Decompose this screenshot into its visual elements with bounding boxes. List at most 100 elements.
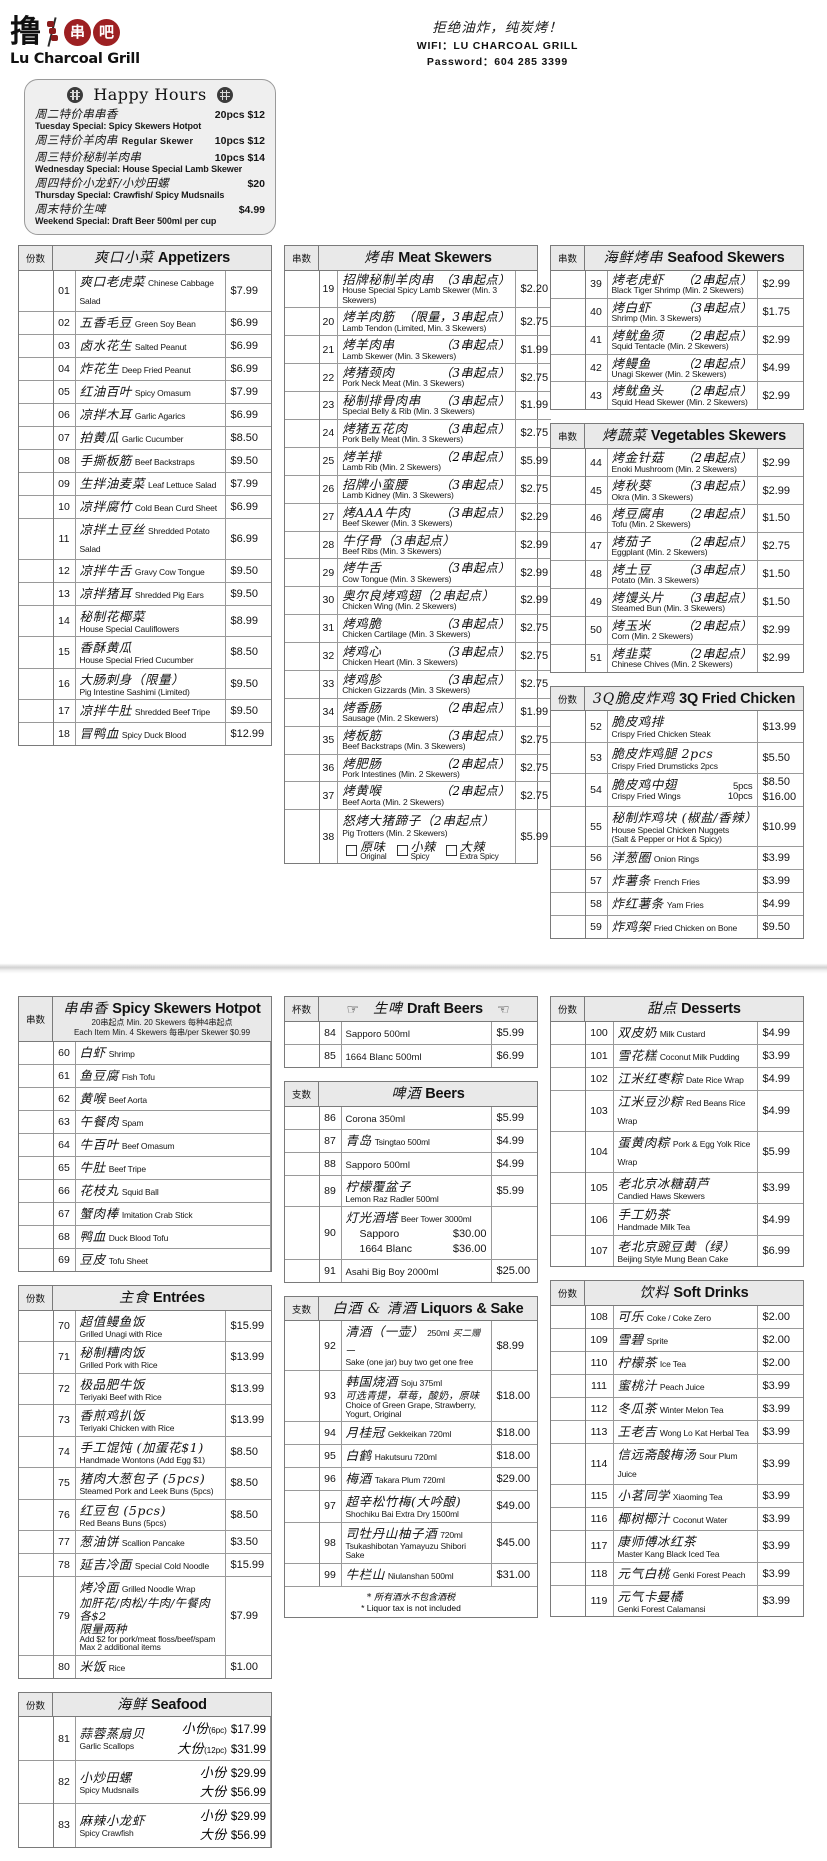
menu-item-row[interactable]: 98 司牡丹山柚子酒 720ml Tsukashibotan Yamayuzu Shi…: [285, 1521, 537, 1564]
qty-input-cell[interactable]: [285, 502, 320, 532]
menu-item-row[interactable]: 45 烤秋葵 （3串起点） Okra (Min. 3 Skewers) $2.99: [551, 476, 803, 505]
spice-option[interactable]: 小辣 Spicy: [396, 841, 436, 861]
menu-item-row[interactable]: 33 烤鸡胗 （3串起点） Chicken Gizzards (Min. 3 Skew…: [285, 669, 552, 699]
qty-input-cell[interactable]: [19, 333, 54, 358]
qty-input-cell[interactable]: [551, 1234, 586, 1267]
qty-input-cell[interactable]: [285, 446, 320, 476]
menu-item-row[interactable]: 88 Sapporo 500ml $4.99: [285, 1151, 537, 1175]
menu-item-row[interactable]: 64 牛百叶 Beef Omasum: [19, 1132, 271, 1157]
qty-input-cell[interactable]: [285, 1521, 320, 1564]
menu-item-row[interactable]: 104 蛋黄肉粽 Pork & Egg Yolk Rice Wrap $5.99: [551, 1130, 803, 1173]
qty-input-cell[interactable]: [19, 1132, 54, 1157]
menu-item-row[interactable]: 42 烤鳗鱼 （2串起点） Unagi Skewer (Min. 2 Skewers)…: [551, 353, 803, 382]
menu-item-row[interactable]: 17 凉拌牛肚 Shredded Beef Tripe $9.50: [19, 699, 271, 723]
menu-item-row[interactable]: 15 香酥黄瓜 House Special Fried Cucumber $8.50: [19, 636, 271, 669]
qty-input-cell[interactable]: [285, 641, 320, 671]
qty-input-cell[interactable]: [285, 474, 320, 504]
qty-input-cell[interactable]: [19, 722, 54, 746]
menu-item-row[interactable]: 117 康师傅冰红茶 Master Kang Black Iced Tea $3.99: [551, 1530, 803, 1563]
qty-input-cell[interactable]: [285, 753, 320, 782]
menu-item-row[interactable]: 05 红油百叶 Spicy Omasum $7.99: [19, 379, 271, 404]
qty-input-cell[interactable]: [551, 1443, 586, 1485]
menu-item-row[interactable]: 34 烤香肠 （2串起点） Sausage (Min. 2 Skewers) $1.99: [285, 697, 552, 727]
menu-item-row[interactable]: 67 蟹肉棒 Imitation Crab Stick: [19, 1201, 271, 1226]
qty-input-cell[interactable]: [285, 1444, 320, 1468]
qty-input-cell[interactable]: [285, 363, 320, 392]
menu-item-row[interactable]: 100 双皮奶 Milk Custard $4.99: [551, 1021, 803, 1045]
spice-option[interactable]: 原味 Original: [346, 841, 387, 861]
menu-item-row[interactable]: 59 炸鸡架 Fried Chicken on Bone $9.50: [551, 915, 803, 939]
menu-item-row[interactable]: 46 烤豆腐串 （2串起点） Tofu (Min. 2 Skewers) $1.50: [551, 504, 803, 533]
menu-item-row[interactable]: 24 烤猪五花肉 （3串起点） Pork Belly Meat (Min. 3 Ske…: [285, 418, 552, 448]
qty-input-cell[interactable]: [285, 1467, 320, 1491]
menu-item-row[interactable]: 47 烤茄子 （2串起点） Eggplant (Min. 2 Skewers) $2.7…: [551, 531, 803, 561]
menu-item-row[interactable]: 113 王老吉 Wong Lo Kat Herbal Tea $3.99: [551, 1420, 803, 1444]
menu-item-row[interactable]: 58 炸红薯条 Yam Fries $4.99: [551, 892, 803, 916]
menu-item-row[interactable]: 03 卤水花生 Salted Peanut $6.99: [19, 333, 271, 358]
menu-item-row[interactable]: 96 梅酒 Takara Plum 720ml $29.00: [285, 1467, 537, 1491]
menu-item-row[interactable]: 14 秘制花椰菜 House Special Cauliflowers $8.99: [19, 604, 271, 637]
qty-input-cell[interactable]: [285, 1151, 320, 1175]
menu-item-row[interactable]: 69 豆皮 Tofu Sheet: [19, 1247, 271, 1271]
qty-input-cell[interactable]: [551, 1089, 586, 1132]
menu-item-row[interactable]: 115 小茗同学 Xiaoming Tea $3.99: [551, 1484, 803, 1508]
menu-item-row[interactable]: 109 雪碧 Sprite $2.00: [551, 1328, 803, 1352]
menu-item-row[interactable]: 99 牛栏山 Niulanshan 500ml $31.00: [285, 1562, 537, 1586]
menu-item-row[interactable]: 52 脆皮鸡排 Crispy Fried Chicken Steak $13.99: [551, 711, 803, 743]
qty-input-cell[interactable]: [551, 1484, 586, 1508]
checkbox-icon[interactable]: [445, 845, 457, 857]
menu-item-row[interactable]: 57 炸薯条 French Fries $3.99: [551, 869, 803, 893]
menu-item-row[interactable]: 16 大肠刺身（限量） Pig Intestine Sashimi (Limited…: [19, 667, 271, 700]
menu-item-row[interactable]: 97 超辛松竹梅(大吟酿) Shochiku Bai Extra Dry 1500m…: [285, 1490, 537, 1523]
qty-input-cell[interactable]: [19, 1759, 54, 1804]
menu-item-row[interactable]: 21 烤羊肉串 （3串起点） Lamb Skewer (Min. 3 Skewers)…: [285, 335, 552, 364]
menu-item-row[interactable]: 41 烤鱿鱼须 （2串起点） Squid Tentacle (Min. 2 Skewe…: [551, 325, 803, 355]
checkbox-icon[interactable]: [346, 845, 358, 857]
qty-input-cell[interactable]: [19, 1155, 54, 1180]
qty-input-cell[interactable]: [551, 381, 586, 410]
menu-item-row[interactable]: 35 烤板筋 （3串起点） Beef Backstraps (Min. 3 Skewe…: [285, 725, 552, 755]
menu-item-row[interactable]: 07 拍黄瓜 Garlic Cucumber $8.50: [19, 425, 271, 450]
qty-input-cell[interactable]: [19, 1498, 54, 1531]
qty-input-cell[interactable]: [19, 1803, 54, 1847]
checkbox-icon[interactable]: [396, 845, 408, 857]
menu-item-row[interactable]: 70 超值鳗鱼饭 Grilled Unagi with Rice $15.99: [19, 1310, 271, 1342]
qty-input-cell[interactable]: [19, 636, 54, 669]
menu-item-row[interactable]: 49 烤馒头片 （3串起点） Steamed Bun (Min. 3 Skewers)…: [551, 587, 803, 617]
menu-item-row[interactable]: 55 秘制炸鸡块 (椒盐/香辣） House Special Chicken Nug…: [551, 806, 803, 847]
menu-item-row[interactable]: 10 凉拌腐竹 Cold Bean Curd Sheet $6.99: [19, 494, 271, 519]
qty-input-cell[interactable]: [285, 1206, 320, 1260]
menu-item-row[interactable]: 79 烤冷面 Grilled Noodle Wrap 加肝花/肉松/牛肉/午餐肉各$2…: [19, 1576, 271, 1656]
qty-input-cell[interactable]: [19, 1041, 54, 1065]
qty-input-cell[interactable]: [19, 270, 54, 312]
menu-item-row[interactable]: 116 椰树椰汁 Coconut Water $3.99: [551, 1507, 803, 1531]
menu-item-row[interactable]: 53 脆皮炸鸡腿 2pcs Crispy Fried Drumsticks 2pcs…: [551, 741, 803, 774]
menu-item-row[interactable]: 80 米饭 Rice $1.00: [19, 1654, 271, 1678]
qty-input-cell[interactable]: [285, 1128, 320, 1152]
qty-input-cell[interactable]: [19, 1201, 54, 1226]
menu-item-row[interactable]: 84 Sapporo 500ml $5.99: [285, 1021, 537, 1045]
qty-input-cell[interactable]: [285, 1021, 320, 1045]
qty-input-cell[interactable]: [19, 1063, 54, 1088]
menu-item-row[interactable]: 48 烤土豆 （3串起点） Potato (Min. 3 Skewers) $1.50: [551, 559, 803, 589]
qty-input-cell[interactable]: [551, 1351, 586, 1375]
qty-input-cell[interactable]: [551, 1306, 586, 1329]
menu-item-row[interactable]: 29 烤牛舌 （3串起点） Cow Tongue (Min. 3 Skewers) $2…: [285, 558, 552, 587]
qty-input-cell[interactable]: [551, 773, 586, 807]
menu-item-row[interactable]: 04 炸花生 Deep Fried Peanut $6.99: [19, 356, 271, 381]
qty-input-cell[interactable]: [19, 1372, 54, 1405]
qty-input-cell[interactable]: [551, 587, 586, 617]
menu-item-row[interactable]: 75 猪肉大葱包子 (5pcs) Steamed Pork and Leek Bun…: [19, 1467, 271, 1500]
menu-item-row[interactable]: 71 秘制糟肉饭 Grilled Pork with Rice $13.99: [19, 1341, 271, 1374]
menu-item-row[interactable]: 86 Corona 350ml $5.99: [285, 1106, 537, 1129]
menu-item-row[interactable]: 11 凉拌土豆丝 Shredded Potato Salad $6.99: [19, 517, 271, 560]
qty-input-cell[interactable]: [285, 1421, 320, 1445]
menu-item-row[interactable]: 27 烤AAA牛肉 （3串起点） Beef Skewer (Min. 3 Skewer…: [285, 502, 552, 532]
menu-item-row[interactable]: 18 冒鸭血 Spicy Duck Blood $12.99: [19, 722, 271, 746]
qty-input-cell[interactable]: [285, 270, 320, 308]
menu-item-row[interactable]: 83 麻辣小龙虾 Spicy Crawfish 小份 $29.99 大份 $56.99: [19, 1803, 271, 1847]
menu-item-row[interactable]: 23 秘制排骨肉串 （3串起点） Special Belly & Rib (Min. …: [285, 391, 552, 420]
qty-input-cell[interactable]: [19, 1178, 54, 1203]
qty-input-cell[interactable]: [285, 530, 320, 559]
qty-input-cell[interactable]: [19, 494, 54, 519]
